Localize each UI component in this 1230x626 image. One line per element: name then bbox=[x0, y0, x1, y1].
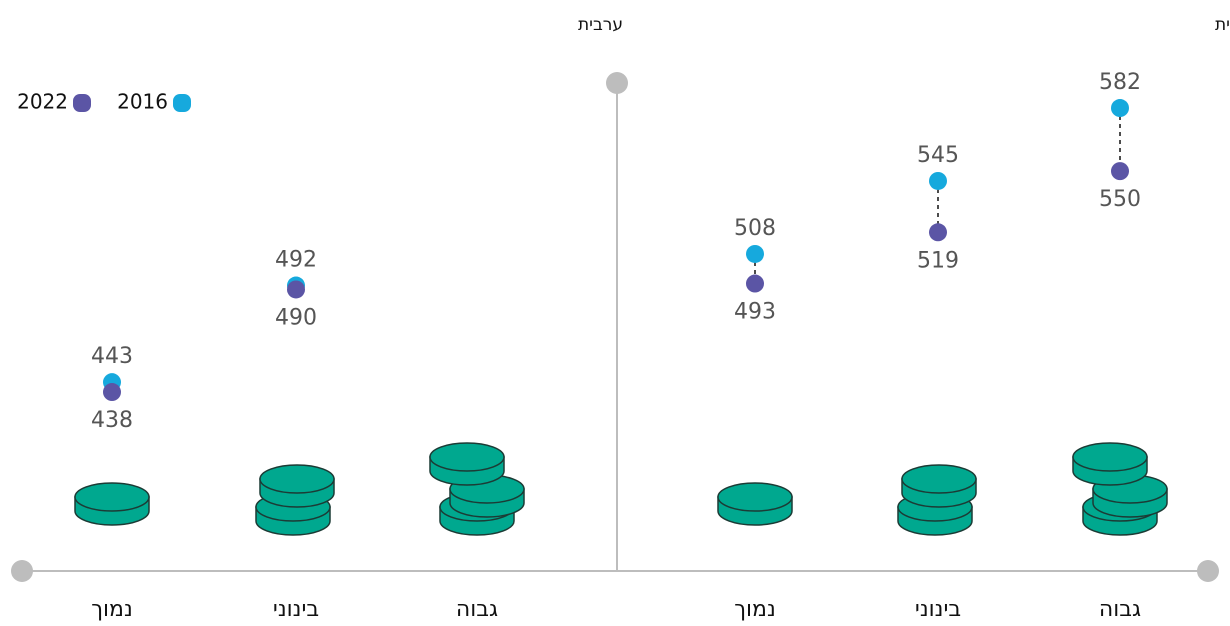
x-tick-label: בינוני bbox=[915, 597, 961, 622]
value-label: 508 bbox=[734, 216, 776, 241]
dot bbox=[103, 383, 121, 402]
axis-end bbox=[11, 560, 33, 582]
value-label: 438 bbox=[91, 408, 133, 433]
value-label: 519 bbox=[917, 248, 959, 273]
x-tick-label: גבוה bbox=[456, 597, 498, 622]
value-label: 492 bbox=[275, 248, 317, 273]
legend-label: 2022 bbox=[17, 90, 68, 114]
coin-top bbox=[259, 464, 335, 494]
dot bbox=[287, 280, 305, 299]
dot bbox=[929, 223, 947, 242]
dot bbox=[746, 244, 764, 263]
x-tick-label: נמוך bbox=[91, 597, 133, 622]
value-label: 550 bbox=[1099, 187, 1141, 212]
dot bbox=[1111, 99, 1129, 118]
coin-top bbox=[429, 442, 505, 472]
coin-top bbox=[1072, 442, 1148, 472]
value-label: 545 bbox=[917, 143, 959, 168]
panel-title: עברית bbox=[1215, 15, 1230, 35]
dot bbox=[746, 274, 764, 293]
x-tick-label: בינוני bbox=[273, 597, 319, 622]
dot bbox=[1111, 162, 1129, 181]
x-tick-label: נמוך bbox=[734, 597, 776, 622]
panel-title: ערבית bbox=[578, 15, 623, 35]
axis-end bbox=[1197, 560, 1219, 582]
value-label: 490 bbox=[275, 305, 317, 330]
legend-swatch bbox=[173, 94, 191, 112]
legend-swatch bbox=[73, 94, 91, 112]
value-label: 443 bbox=[91, 344, 133, 369]
dot bbox=[929, 171, 947, 190]
value-label: 582 bbox=[1099, 70, 1141, 95]
x-tick-label: גבוה bbox=[1099, 597, 1141, 622]
value-label: 493 bbox=[734, 300, 776, 325]
coin-top bbox=[717, 482, 793, 512]
axis-end bbox=[606, 72, 628, 94]
coin-top bbox=[74, 482, 150, 512]
coin-top bbox=[901, 464, 977, 494]
legend-label: 2016 bbox=[117, 90, 168, 114]
